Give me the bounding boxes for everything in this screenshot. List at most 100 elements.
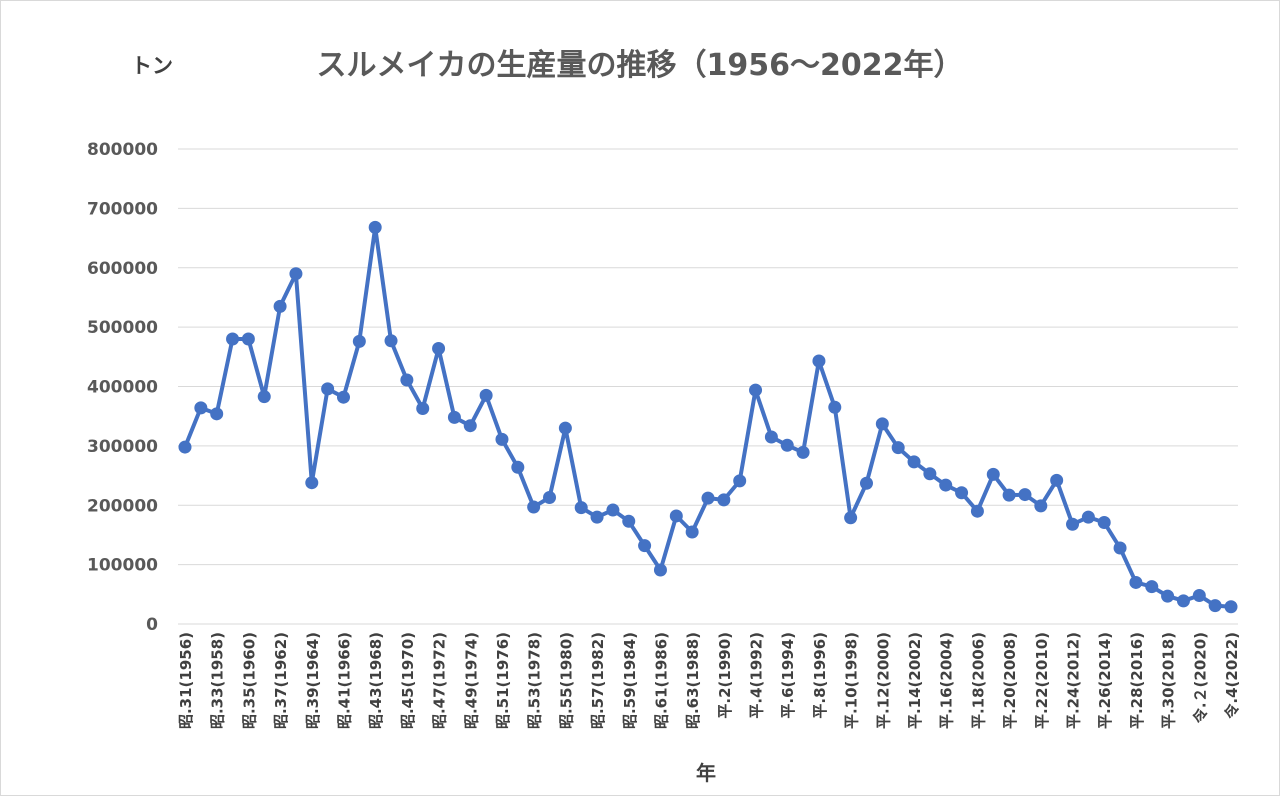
gridlines (178, 148, 1238, 625)
data-point-1973 (447, 410, 461, 424)
data-point-1991 (733, 474, 747, 488)
data-point-1962 (273, 299, 287, 313)
x-tick-label: 昭.47(1972) (431, 632, 449, 729)
data-point-1957 (194, 401, 208, 415)
x-axis-label: 年 (696, 761, 716, 785)
data-point-1993 (764, 430, 778, 444)
x-tick-label: 昭.43(1968) (367, 632, 385, 729)
x-tick-label: 昭.49(1974) (462, 632, 480, 729)
data-point-1961 (257, 390, 271, 404)
y-axis-unit-label: トン (131, 54, 173, 78)
data-point-2010 (1034, 499, 1048, 513)
data-point-1988 (685, 525, 699, 539)
data-point-2005 (955, 486, 969, 500)
data-point-1990 (717, 493, 731, 507)
x-tick-label: 昭.35(1960) (240, 632, 258, 729)
x-tick-label: 昭.39(1964) (304, 632, 322, 729)
data-point-2021 (1208, 599, 1222, 613)
data-point-1994 (780, 438, 794, 452)
data-point-2015 (1113, 541, 1127, 555)
x-tick-label: 昭.61(1986) (652, 632, 670, 729)
x-tick-labels: 昭.31(1956) 昭.33(1958) 昭.35(1960) 昭.37(1962)… (177, 632, 1241, 729)
data-point-2009 (1018, 488, 1032, 502)
data-point-1976 (495, 432, 509, 446)
x-tick-label: 平.30(2018) (1160, 632, 1178, 729)
y-tick-label: 700000 (87, 199, 158, 219)
x-tick-label: 昭.51(1976) (494, 632, 512, 729)
data-point-2019 (1176, 594, 1190, 608)
data-point-1956 (178, 440, 192, 454)
data-point-1999 (859, 476, 873, 490)
x-tick-label: 平.28(2016) (1128, 632, 1146, 729)
data-point-1979 (543, 491, 557, 505)
data-point-2014 (1097, 515, 1111, 529)
x-tick-label: 昭.37(1962) (272, 632, 290, 729)
data-point-2016 (1129, 575, 1143, 589)
y-tick-label: 300000 (87, 437, 158, 457)
y-tick-label: 0 (146, 615, 158, 635)
x-tick-label: 平.26(2014) (1096, 632, 1114, 729)
data-point-2008 (1002, 488, 1016, 502)
data-point-1989 (701, 491, 715, 505)
data-point-1985 (638, 539, 652, 553)
data-point-1983 (606, 503, 620, 517)
y-tick-label: 400000 (87, 378, 158, 398)
x-tick-label: 昭.31(1956) (177, 632, 195, 729)
y-tick-label: 100000 (87, 556, 158, 576)
x-tick-label: 平.24(2012) (1065, 632, 1083, 729)
data-point-1978 (527, 500, 541, 514)
data-point-1997 (828, 400, 842, 414)
data-point-1996 (812, 354, 826, 368)
data-point-1967 (352, 334, 366, 348)
data-point-2012 (1066, 517, 1080, 531)
data-point-2006 (970, 504, 984, 518)
x-tick-label: 平.14(2002) (906, 632, 924, 729)
data-point-1964 (305, 476, 319, 490)
x-tick-label: 平.2(1990) (716, 632, 734, 719)
y-tick-label: 600000 (87, 259, 158, 279)
data-point-2018 (1161, 589, 1175, 603)
x-tick-label: 昭.33(1958) (209, 632, 227, 729)
x-tick-label: 令.4(2022) (1223, 632, 1241, 719)
data-point-1986 (653, 563, 667, 577)
data-point-2022 (1224, 600, 1238, 614)
x-tick-label: 平.22(2010) (1033, 632, 1051, 729)
data-point-2011 (1050, 473, 1064, 487)
x-tick-label: 平.4(1992) (748, 632, 766, 719)
data-point-1995 (796, 445, 810, 459)
data-point-1966 (336, 390, 350, 404)
data-point-1965 (321, 382, 335, 396)
data-point-2020 (1192, 589, 1206, 602)
x-tick-label: 平.10(1998) (843, 632, 861, 729)
y-tick-labels: 0 100000 200000 300000 400000 500000 600000 700… (87, 140, 158, 635)
x-tick-label: 平.6(1994) (779, 632, 797, 719)
data-point-1974 (463, 419, 477, 433)
data-point-2004 (939, 478, 953, 492)
data-point-1958 (210, 407, 224, 421)
x-tick-label: 昭.53(1978) (526, 632, 544, 729)
data-point-2000 (875, 417, 889, 431)
x-tick-label: 昭.63(1988) (684, 632, 702, 729)
data-point-1963 (289, 267, 303, 281)
data-point-1998 (844, 511, 858, 525)
chart-title: スルメイカの生産量の推移（1956～2022年） (316, 48, 964, 83)
x-tick-label: 平.16(2004) (938, 632, 956, 729)
data-point-1987 (669, 509, 683, 523)
data-point-1975 (479, 388, 493, 402)
y-tick-label: 200000 (87, 496, 158, 516)
x-tick-label: 昭.55(1980) (557, 632, 575, 729)
x-tick-label: 平.20(2008) (1001, 632, 1019, 729)
data-point-2013 (1081, 510, 1095, 524)
data-point-1982 (590, 510, 604, 524)
data-point-1968 (368, 220, 382, 234)
data-point-1980 (558, 421, 572, 435)
data-point-1970 (400, 373, 414, 387)
data-point-1960 (241, 332, 255, 346)
x-tick-label: 平.8(1996) (811, 632, 829, 719)
y-tick-label: 800000 (87, 140, 158, 160)
data-point-2017 (1145, 580, 1159, 594)
x-tick-label: 平.18(2006) (969, 632, 987, 729)
data-point-1977 (511, 460, 525, 474)
data-point-2002 (907, 455, 921, 469)
data-point-1969 (384, 334, 398, 348)
